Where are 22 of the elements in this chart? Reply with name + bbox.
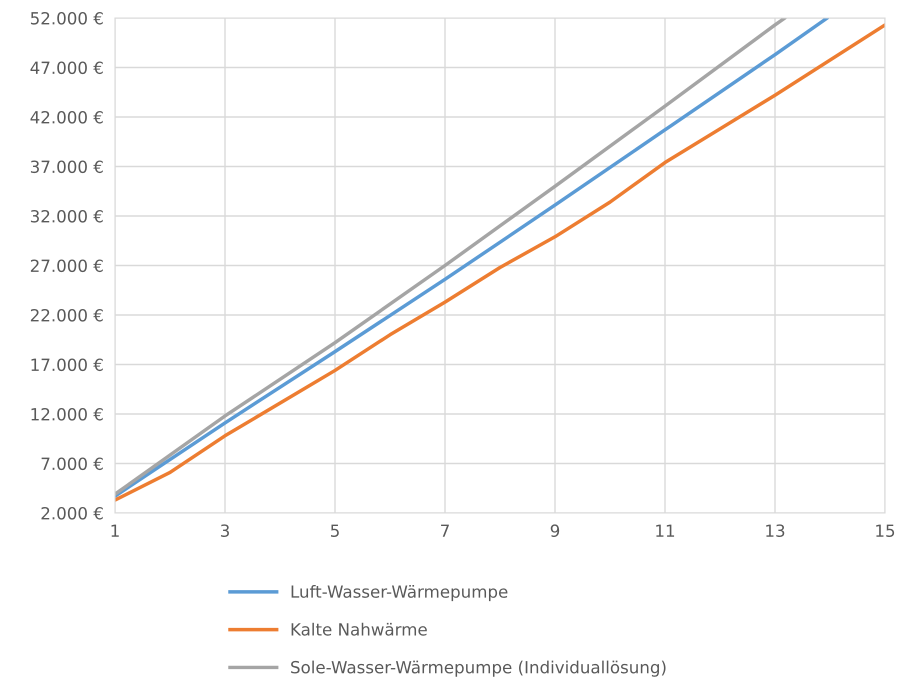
x-tick-label: 5 bbox=[330, 524, 339, 538]
legend-label: Luft-Wasser-Wärmepumpe bbox=[292, 585, 508, 602]
y-tick-label: 12.000 € bbox=[32, 408, 103, 421]
x-tick-label: 15 bbox=[876, 524, 894, 538]
legend-label: Kalte Nahwärme bbox=[292, 622, 427, 636]
y-tick-label: 17.000 € bbox=[32, 358, 103, 372]
x-tick-label: 7 bbox=[441, 524, 449, 537]
y-tick-label: 22.000 € bbox=[30, 308, 103, 322]
y-tick-label: 2.000 € bbox=[41, 506, 103, 520]
y-tick-label: 37.000 € bbox=[30, 160, 103, 174]
y-tick-label: 27.000 € bbox=[30, 259, 103, 272]
legend-label: Sole-Wasser-Wärmepumpe (Individuallösung) bbox=[291, 660, 666, 677]
y-tick-label: 47.000 € bbox=[30, 61, 103, 74]
y-tick-label: 42.000 € bbox=[30, 110, 103, 124]
x-tick-label: 13 bbox=[766, 524, 784, 538]
y-tick-label: 52.000 € bbox=[30, 12, 103, 25]
x-tick-label: 11 bbox=[656, 524, 674, 537]
y-tick-label: 32.000 € bbox=[30, 210, 103, 223]
x-tick-label: 1 bbox=[112, 524, 119, 537]
x-tick-label: 3 bbox=[220, 524, 229, 538]
x-tick-label: 9 bbox=[550, 524, 560, 538]
y-tick-label: 7.000 € bbox=[42, 457, 103, 470]
